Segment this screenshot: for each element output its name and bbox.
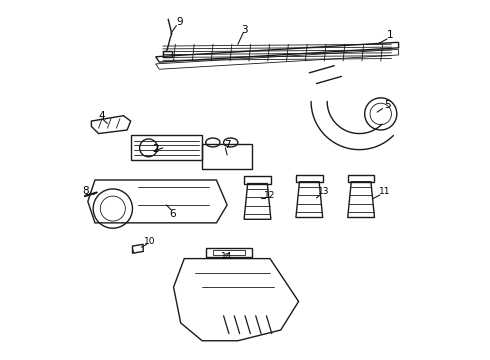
Text: 6: 6: [170, 209, 176, 219]
Text: 12: 12: [264, 190, 275, 199]
Text: 14: 14: [221, 252, 233, 261]
Text: 7: 7: [224, 140, 230, 150]
Text: 2: 2: [152, 144, 159, 154]
Text: 1: 1: [386, 30, 393, 40]
Text: 3: 3: [241, 25, 247, 35]
Text: 13: 13: [318, 187, 329, 196]
Text: 8: 8: [83, 186, 89, 197]
Text: 9: 9: [177, 17, 183, 27]
Text: 10: 10: [144, 237, 155, 246]
Text: 5: 5: [384, 100, 391, 110]
Text: 11: 11: [379, 187, 390, 196]
Text: 4: 4: [98, 111, 105, 121]
